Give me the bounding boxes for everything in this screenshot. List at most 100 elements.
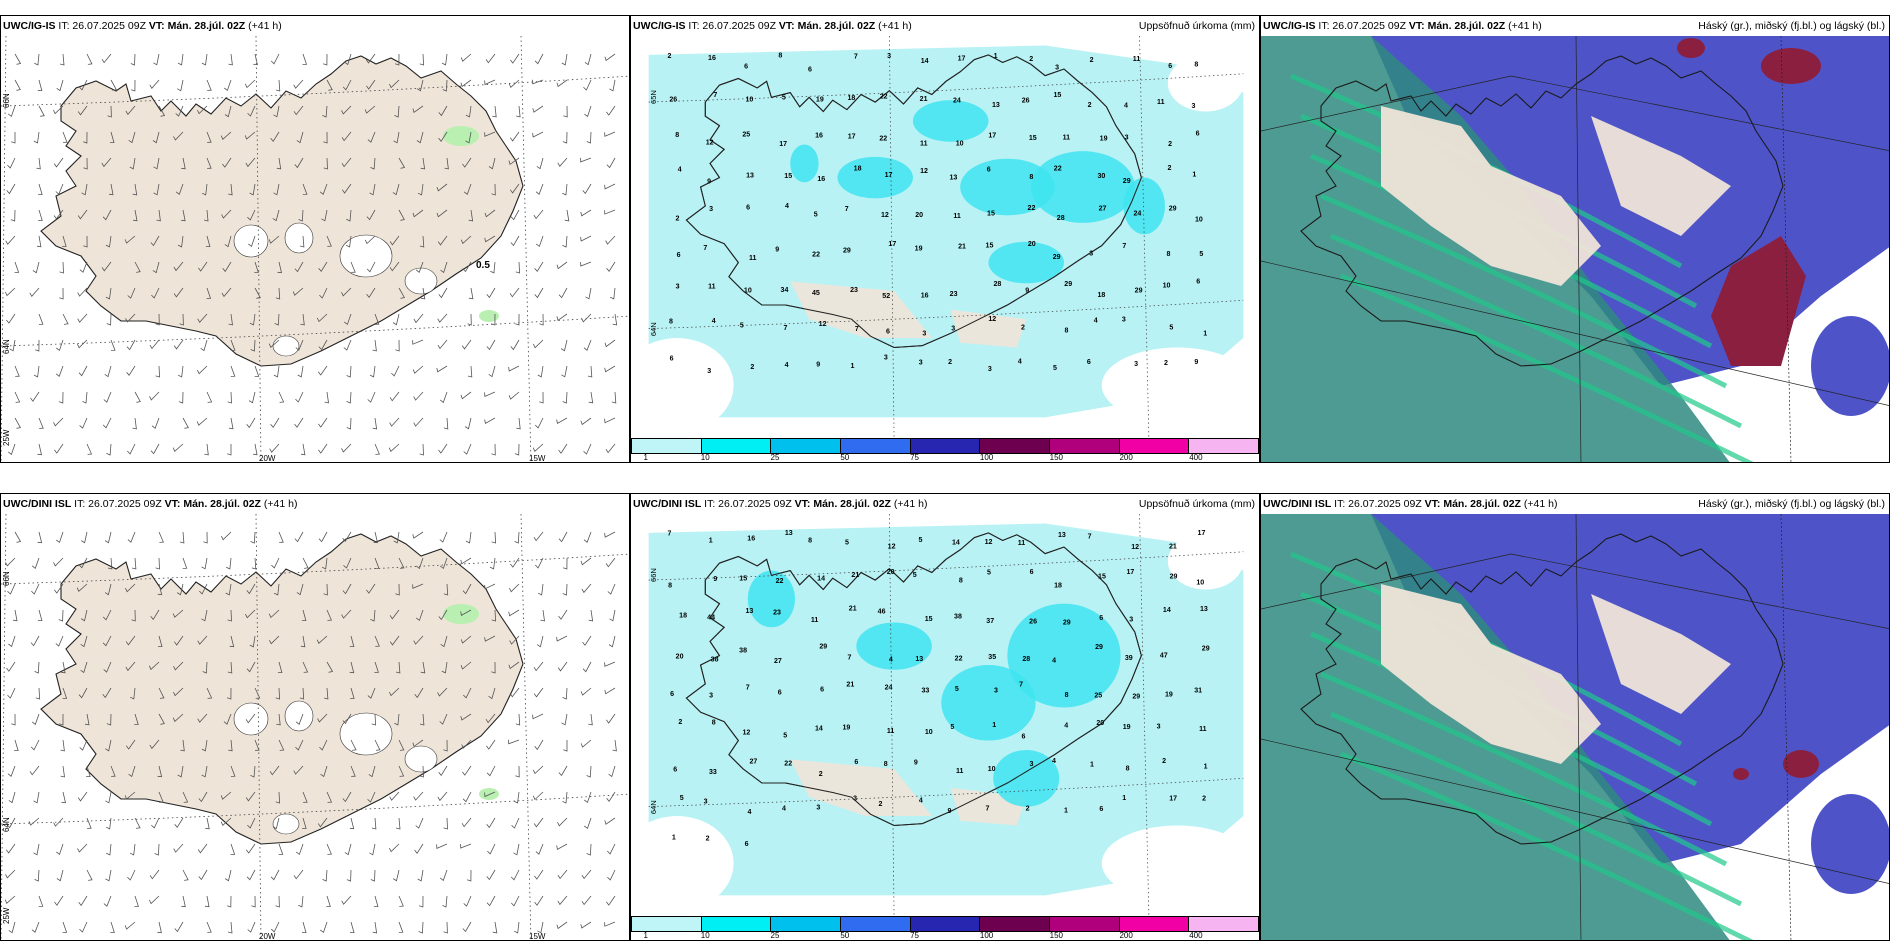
wind-barb xyxy=(295,739,304,751)
precip-field-mid xyxy=(837,156,913,199)
legend-swatch xyxy=(701,917,772,931)
latitude-line xyxy=(1,793,629,825)
wind-barb xyxy=(11,713,16,726)
wind-barb xyxy=(508,79,520,88)
wind-barb xyxy=(580,209,592,217)
wind-barb xyxy=(420,287,426,300)
wind-barb xyxy=(296,583,304,596)
latitude-label: 64N xyxy=(649,800,658,814)
wind-barb xyxy=(398,739,405,751)
precip-value: 9 xyxy=(775,247,779,254)
wind-barb xyxy=(342,791,352,803)
wind-barb xyxy=(558,609,568,620)
precip-value: 2 xyxy=(1162,758,1166,765)
precip-value: 20 xyxy=(887,569,895,576)
wind-barb xyxy=(462,583,472,595)
wind-barb xyxy=(125,739,136,750)
wind-barb xyxy=(131,609,136,622)
wind-barb xyxy=(206,391,213,403)
wind-barb xyxy=(298,895,304,908)
precip-value: 18 xyxy=(847,95,855,102)
wind-barb xyxy=(412,739,424,748)
wind-barb xyxy=(83,157,88,170)
precip-value: 8 xyxy=(675,132,679,139)
wind-barb xyxy=(582,183,592,195)
wind-barb xyxy=(562,235,568,248)
precip-value: 10 xyxy=(988,766,996,773)
precip-value: 6 xyxy=(670,691,674,698)
wind-barb xyxy=(14,391,21,403)
longitude-line xyxy=(1139,514,1150,918)
wind-barb xyxy=(14,79,21,91)
wind-barb xyxy=(107,557,113,570)
wind-barb xyxy=(54,895,64,906)
wind-barb xyxy=(148,661,160,671)
wind-barb xyxy=(398,921,404,933)
precip-value: 9 xyxy=(713,576,717,583)
wind-barb xyxy=(491,609,497,622)
wind-barb xyxy=(604,131,616,137)
latitude-label: 66N xyxy=(2,571,11,586)
wind-barb xyxy=(532,443,544,452)
wind-barb xyxy=(560,339,568,352)
wind-barb xyxy=(301,921,307,934)
wind-barb xyxy=(607,583,616,595)
wind-barb xyxy=(8,443,16,456)
wind-barb xyxy=(460,391,472,400)
land-patch xyxy=(1591,594,1731,714)
iceland-coast xyxy=(685,54,1142,349)
legend-swatch xyxy=(980,917,1051,931)
wind-barb xyxy=(532,105,544,113)
wind-barb xyxy=(150,609,160,621)
wind-barb xyxy=(134,713,139,725)
precip-value: 2 xyxy=(1168,165,1172,172)
wind-barb xyxy=(293,79,304,89)
wind-barb xyxy=(293,105,304,116)
precip-value: 12 xyxy=(706,140,714,147)
precip-value: 1 xyxy=(1203,330,1207,337)
precip-value: 7 xyxy=(668,531,672,538)
precip-value: 15 xyxy=(1054,92,1062,99)
wind-barb xyxy=(460,843,472,849)
latitude-label: 66N xyxy=(649,568,658,582)
wind-barb xyxy=(464,417,472,430)
wind-barb xyxy=(204,895,210,908)
precip-value: 22 xyxy=(784,760,792,767)
wind-barb xyxy=(227,444,232,456)
wind-barb xyxy=(514,531,520,544)
wind-barb xyxy=(201,765,208,778)
wind-barb xyxy=(155,365,161,378)
wind-barb xyxy=(30,635,40,647)
land-patch xyxy=(1381,106,1601,286)
wind-barb xyxy=(251,557,257,570)
precip-value: 17 xyxy=(988,132,996,139)
wind-barb xyxy=(533,817,544,828)
legend-swatch xyxy=(910,439,981,453)
precip-value: 15 xyxy=(925,616,933,623)
wind-barb xyxy=(38,105,45,117)
wind-barb xyxy=(13,609,18,622)
wind-barb xyxy=(158,687,165,699)
precip-value: 4 xyxy=(1052,657,1056,664)
wind-barb xyxy=(350,687,355,699)
precip-value: 2 xyxy=(676,216,680,223)
cloud-streak xyxy=(1340,273,1754,462)
wind-barb xyxy=(418,895,424,908)
wind-barb xyxy=(486,869,496,881)
precip-value: 19 xyxy=(842,724,850,731)
wind-barb xyxy=(441,53,448,66)
precip-value: 14 xyxy=(952,539,960,546)
precip-value: 12 xyxy=(1131,544,1139,551)
wind-barb xyxy=(486,739,496,750)
precip-value: 8 xyxy=(1065,328,1069,335)
legend-swatch xyxy=(1119,917,1190,931)
wind-barb xyxy=(34,661,40,674)
iceland xyxy=(40,55,524,367)
wind-barb xyxy=(175,183,184,195)
wind-barb xyxy=(462,765,472,776)
precip-value: 6 xyxy=(670,355,674,362)
wind-barb xyxy=(14,365,20,377)
wind-barb xyxy=(59,261,64,274)
precip-value: 17 xyxy=(885,172,893,179)
wind-barb xyxy=(269,443,280,453)
